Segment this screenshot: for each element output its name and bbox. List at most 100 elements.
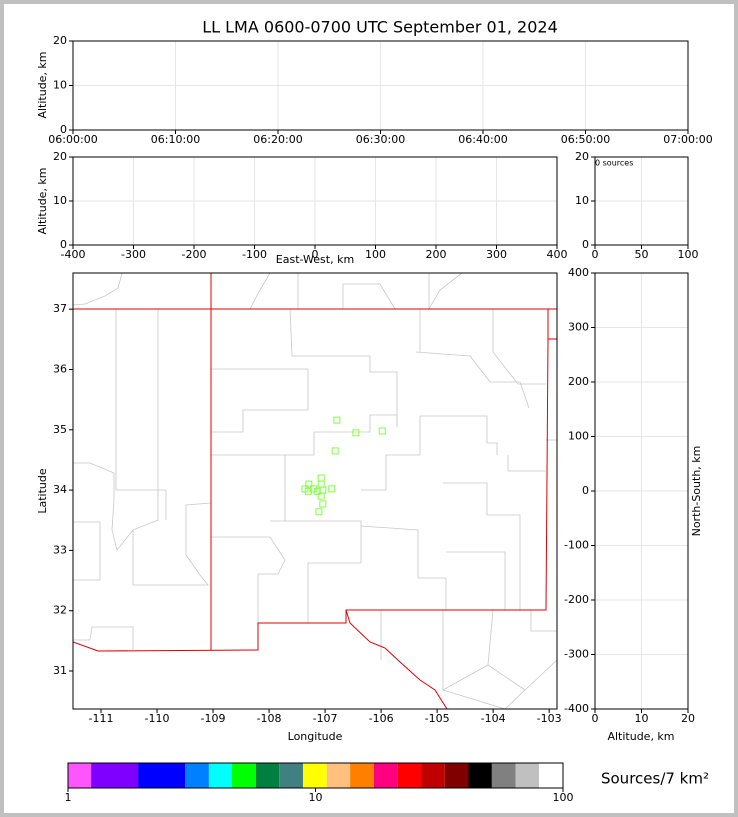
plot-frame <box>594 272 689 710</box>
map-boundaries <box>73 273 557 709</box>
x-tick-label: 0 <box>312 248 319 261</box>
colorbar-segment <box>397 763 422 788</box>
x-tick-label: 07:00:00 <box>663 133 712 146</box>
colorbar-segment <box>279 763 303 788</box>
x-tick-label: 300 <box>486 248 507 261</box>
x-tick-label: 100 <box>553 791 574 804</box>
colorbar-label: Sources/7 km² <box>601 770 709 788</box>
colorbar-segment <box>255 763 280 788</box>
y-axis-label: North-South, km <box>690 446 703 537</box>
chart-title: LL LMA 0600-0700 UTC September 01, 2024 <box>202 18 558 37</box>
source-point <box>378 427 386 435</box>
colorbar-segment <box>421 763 445 788</box>
x-tick-label: -111 <box>89 712 114 725</box>
colorbar-segment <box>515 763 540 788</box>
y-tick-label: 0 <box>60 123 67 136</box>
x-tick-label: -108 <box>257 712 282 725</box>
colorbar-segment <box>302 763 327 788</box>
x-tick-label: -107 <box>313 712 338 725</box>
x-tick-label: 0 <box>592 248 599 261</box>
source-point <box>319 500 327 508</box>
source-point <box>304 487 312 495</box>
y-tick-label: 10 <box>53 79 67 92</box>
plot-frame <box>594 156 689 246</box>
y-axis-label: Altitude, km <box>36 51 49 118</box>
x-tick-label: 100 <box>678 248 699 261</box>
y-tick-label: 20 <box>575 150 589 163</box>
colorbar-segment <box>444 763 469 788</box>
colorbar-segment <box>68 763 92 788</box>
x-tick-label: 0 <box>592 712 599 725</box>
x-tick-label: -109 <box>201 712 226 725</box>
colorbar-segment <box>326 763 351 788</box>
plot-frame <box>67 762 564 789</box>
y-tick-label: -300 <box>564 648 589 661</box>
y-tick-label: 10 <box>53 194 67 207</box>
y-tick-label: 36 <box>53 362 67 375</box>
source-point <box>352 429 360 437</box>
y-tick-label: 0 <box>582 238 589 251</box>
colorbar-segment <box>208 763 233 788</box>
x-tick-label: 10 <box>309 791 323 804</box>
colorbar-segment <box>138 763 186 788</box>
source-point <box>315 508 323 516</box>
x-tick-label: -400 <box>61 248 86 261</box>
y-tick-label: 34 <box>53 483 67 496</box>
x-tick-label: -106 <box>369 712 394 725</box>
y-tick-label: 32 <box>53 604 67 617</box>
x-tick-label: 06:40:00 <box>458 133 507 146</box>
x-tick-label: 20 <box>681 712 695 725</box>
x-tick-label: -100 <box>242 248 267 261</box>
colorbar-segment <box>232 763 256 788</box>
y-tick-label: 35 <box>53 423 67 436</box>
colorbar-segment <box>491 763 516 788</box>
x-tick-label: 100 <box>365 248 386 261</box>
x-tick-label: 06:30:00 <box>356 133 405 146</box>
source-point <box>328 485 336 493</box>
x-tick-label: 50 <box>635 248 649 261</box>
annotation: 0 sources <box>595 159 633 168</box>
x-tick-label: -104 <box>481 712 506 725</box>
x-tick-label: 200 <box>426 248 447 261</box>
x-tick-label: -200 <box>182 248 207 261</box>
x-tick-label: 10 <box>635 712 649 725</box>
plot-frame <box>72 156 558 246</box>
x-tick-label: -105 <box>425 712 450 725</box>
source-point <box>305 480 313 488</box>
y-tick-label: 0 <box>582 484 589 497</box>
y-tick-label: -200 <box>564 593 589 606</box>
x-tick-label: -103 <box>537 712 562 725</box>
x-tick-label: 400 <box>547 248 568 261</box>
y-tick-label: 31 <box>53 664 67 677</box>
y-tick-label: 37 <box>53 302 67 315</box>
y-tick-label: 33 <box>53 543 67 556</box>
x-tick-label: -110 <box>145 712 170 725</box>
source-point <box>331 447 339 455</box>
x-tick-label: 06:10:00 <box>151 133 200 146</box>
colorbar-segment <box>373 763 398 788</box>
y-tick-label: 10 <box>575 194 589 207</box>
colorbar-segment <box>350 763 374 788</box>
y-tick-label: 300 <box>568 321 589 334</box>
colorbar-segment <box>468 763 492 788</box>
y-tick-label: 200 <box>568 375 589 388</box>
y-tick-label: 0 <box>60 238 67 251</box>
x-axis-label: East-West, km <box>276 253 354 266</box>
plot-frame <box>72 40 689 131</box>
colorbar-segment <box>91 763 139 788</box>
background <box>4 4 734 813</box>
x-tick-label: 06:20:00 <box>253 133 302 146</box>
x-tick-label: 06:50:00 <box>561 133 610 146</box>
x-axis-label: Longitude <box>288 730 343 743</box>
x-tick-label: -300 <box>121 248 146 261</box>
y-tick-label: 20 <box>53 34 67 47</box>
x-tick-label: 06:00:00 <box>48 133 97 146</box>
y-tick-label: -400 <box>564 702 589 715</box>
x-axis-label: Altitude, km <box>607 730 674 743</box>
y-tick-label: 400 <box>568 266 589 279</box>
y-axis-label: Latitude <box>36 468 49 514</box>
plot-frame <box>72 272 558 710</box>
y-tick-label: -100 <box>564 539 589 552</box>
y-tick-label: 20 <box>53 150 67 163</box>
